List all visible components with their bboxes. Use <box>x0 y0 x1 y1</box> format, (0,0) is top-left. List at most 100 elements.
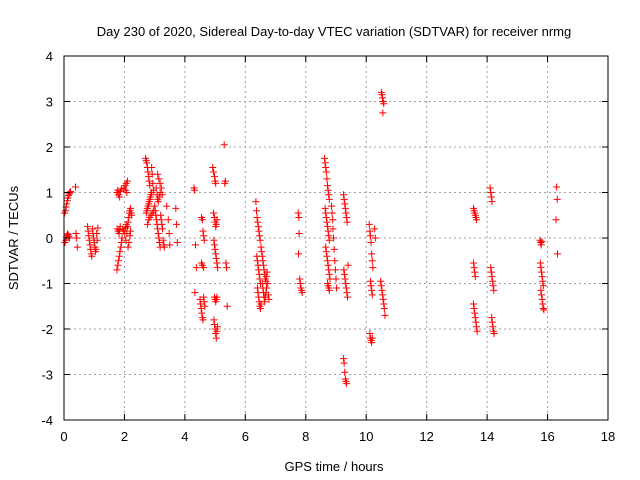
data-point <box>470 259 478 267</box>
data-point <box>116 226 124 234</box>
data-point <box>191 186 199 194</box>
data-point <box>223 264 231 272</box>
data-point <box>264 291 272 299</box>
data-point <box>325 266 333 274</box>
data-point <box>488 273 496 281</box>
data-point <box>331 257 339 265</box>
data-point <box>116 248 124 256</box>
x-tick-label: 4 <box>181 429 188 444</box>
data-point <box>166 241 174 249</box>
data-point <box>471 309 479 317</box>
data-point <box>254 223 262 231</box>
y-tick-label: -4 <box>41 413 53 428</box>
data-point <box>325 191 333 199</box>
data-point <box>154 198 162 206</box>
data-point <box>165 229 173 237</box>
data-point <box>113 266 121 274</box>
data-point <box>371 234 379 242</box>
data-point <box>145 177 153 185</box>
data-point <box>173 239 181 247</box>
data-point <box>368 339 376 347</box>
data-point <box>378 91 386 99</box>
data-point <box>367 282 375 290</box>
data-point <box>256 236 264 244</box>
data-point <box>539 300 547 308</box>
data-point <box>154 170 162 178</box>
data-point <box>93 229 101 237</box>
x-tick-label: 10 <box>359 429 373 444</box>
data-point <box>124 243 132 251</box>
y-tick-label: -3 <box>41 368 53 383</box>
data-point <box>88 252 96 260</box>
data-point <box>213 327 221 335</box>
data-point <box>128 211 136 219</box>
data-point <box>62 207 70 215</box>
data-point <box>489 277 497 285</box>
data-point <box>321 159 329 167</box>
data-point <box>126 227 134 235</box>
data-point <box>124 218 132 226</box>
data-point <box>210 316 218 324</box>
data-point <box>155 234 163 242</box>
x-axis-label: GPS time / hours <box>285 459 384 474</box>
data-point <box>489 282 497 290</box>
data-point <box>214 264 222 272</box>
data-point <box>330 234 338 242</box>
data-point <box>197 305 205 313</box>
data-point <box>470 264 478 272</box>
data-point <box>210 236 218 244</box>
data-point <box>210 168 218 176</box>
data-point <box>343 218 351 226</box>
data-point <box>85 232 93 240</box>
x-tick-labels: 0 2 4 6 8 10 12 14 16 18 <box>60 429 615 444</box>
data-point <box>259 261 267 269</box>
data-point <box>199 316 207 324</box>
data-point <box>192 264 200 272</box>
data-point <box>371 225 379 233</box>
data-point <box>367 239 375 247</box>
data-point <box>200 236 208 244</box>
data-point <box>379 94 387 102</box>
data-point <box>322 243 330 251</box>
data-point <box>86 241 94 249</box>
data-point <box>212 254 220 262</box>
data-point <box>487 193 495 201</box>
data-point <box>321 204 329 212</box>
data-point <box>321 154 329 162</box>
data-point <box>220 141 228 149</box>
data-point <box>368 257 376 265</box>
data-point <box>73 243 81 251</box>
data-point <box>257 243 265 251</box>
data-point <box>295 229 303 237</box>
y-tick-label: 2 <box>46 140 53 155</box>
data-point <box>262 273 270 281</box>
data-point <box>324 257 332 265</box>
data-point <box>379 109 387 117</box>
data-point <box>149 179 157 187</box>
data-point <box>327 202 335 210</box>
data-point <box>487 264 495 272</box>
data-point <box>538 295 546 303</box>
data-point <box>73 234 81 242</box>
data-point <box>329 225 337 233</box>
data-point <box>488 198 496 206</box>
data-point <box>366 277 374 285</box>
data-point <box>368 291 376 299</box>
data-point <box>126 204 134 212</box>
data-point <box>197 300 205 308</box>
data-point <box>324 227 332 235</box>
data-point <box>94 224 102 232</box>
data-point <box>84 223 92 231</box>
data-point <box>156 239 164 247</box>
data-point <box>213 259 221 267</box>
data-point <box>295 250 303 258</box>
data-point <box>489 323 497 331</box>
data-point <box>538 291 546 299</box>
data-point <box>380 305 388 313</box>
chart-title: Day 230 of 2020, Sidereal Day-to-day VTE… <box>97 24 571 39</box>
data-point <box>223 302 231 310</box>
data-point <box>116 193 124 201</box>
data-point <box>212 220 220 228</box>
